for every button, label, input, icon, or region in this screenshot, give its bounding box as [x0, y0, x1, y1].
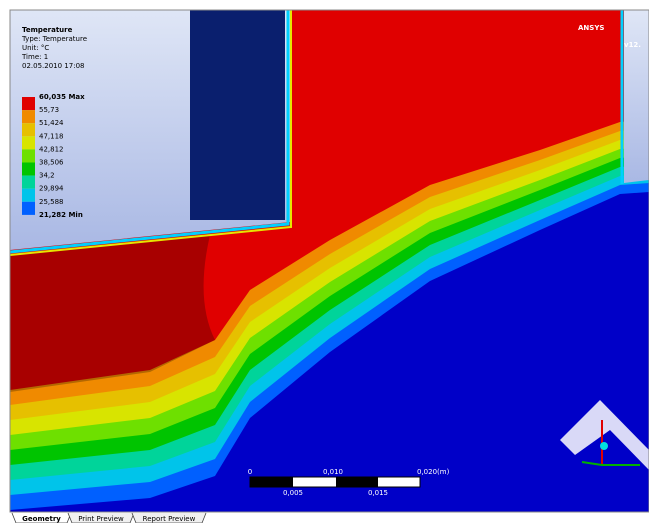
legend-title: Temperature [22, 26, 73, 34]
legend-label: 55,73 [39, 106, 59, 114]
legend-swatch [22, 123, 35, 137]
tab-bar: Geometry Print Preview Report Preview [11, 512, 207, 523]
wall-edge [10, 10, 292, 256]
legend-label: 51,424 [39, 119, 64, 127]
tab-label[interactable]: Print Preview [78, 515, 124, 523]
legend-type: Type: Temperature [21, 35, 87, 43]
legend-swatch [22, 201, 35, 215]
scale-segment [336, 477, 378, 487]
legend-swatch [22, 97, 35, 111]
legend-label: 42,812 [39, 145, 64, 153]
scale-label: 0,005 [283, 489, 303, 497]
legend-label: 21,282 Min [39, 211, 83, 219]
scale-label: 0 [248, 468, 252, 476]
scale-label: 0,015 [368, 489, 388, 497]
wall-edge [10, 10, 290, 254]
shaded-region [10, 235, 215, 392]
dark-block [190, 10, 285, 220]
scale-bar: 0 0,010 0,020(m) 0,005 0,015 [248, 468, 450, 497]
legend-swatch [22, 136, 35, 150]
viewport-frame [9, 9, 649, 513]
legend-swatch [22, 110, 35, 124]
legend-swatch [22, 162, 35, 176]
scale-label: 0,020(m) [417, 468, 450, 476]
legend-label: 34,2 [39, 172, 55, 180]
tab-label[interactable]: Report Preview [143, 515, 196, 523]
logo-version: v12. [624, 41, 641, 49]
tab[interactable] [131, 512, 207, 523]
tab-label[interactable]: Geometry [22, 515, 61, 523]
contour-field [10, 10, 649, 512]
legend-label: 47,118 [39, 132, 64, 140]
legend-time: Time: 1 [21, 53, 48, 61]
scale-segment [250, 477, 293, 487]
triad-x [581, 461, 603, 466]
contour-band [10, 192, 649, 512]
watermark [560, 400, 649, 470]
legend-label: 38,506 [39, 159, 64, 167]
right-region [624, 10, 649, 183]
tab[interactable] [67, 512, 135, 523]
legend-swatch [22, 188, 35, 202]
triad-origin [600, 442, 608, 450]
legend-date: 02.05.2010 17:08 [22, 62, 84, 70]
legend-swatch [22, 175, 35, 189]
legend-swatch [22, 149, 35, 163]
legend-label: 25,588 [39, 198, 64, 206]
geometry [10, 10, 649, 470]
logo-brand: ANSYS [578, 24, 604, 32]
legend-unit: Unit: °C [22, 44, 49, 52]
legend-label: 60,035 Max [39, 93, 85, 101]
tab[interactable] [11, 512, 72, 523]
legend-label: 29,894 [39, 185, 64, 193]
scale-label: 0,010 [323, 468, 343, 476]
